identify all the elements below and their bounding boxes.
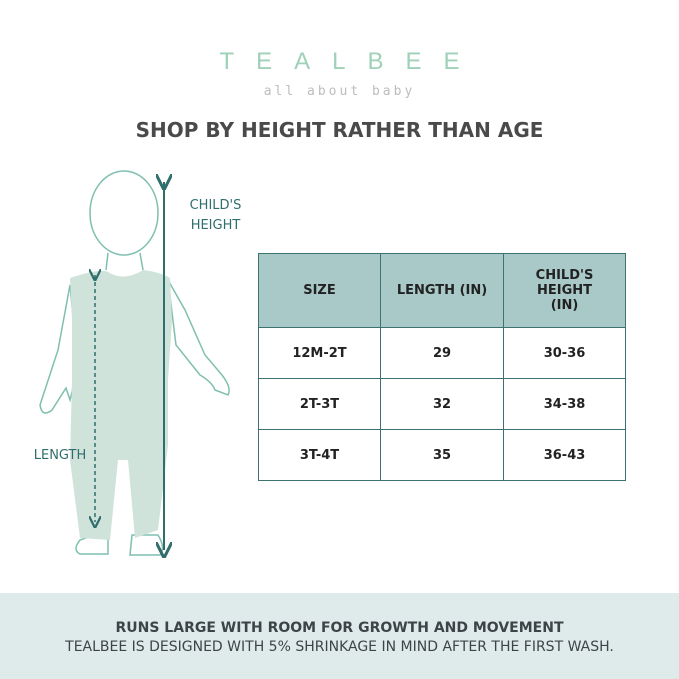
child-outline <box>39 170 230 556</box>
romper-shape <box>70 270 172 540</box>
logo-tagline: all about baby <box>263 84 416 99</box>
table-row: 12M-2T 29 30-36 <box>258 327 626 379</box>
cell-height: 34-38 <box>503 378 626 430</box>
cell-height: 30-36 <box>503 327 626 379</box>
header-length: LENGTH (IN) <box>380 253 504 328</box>
cell-length: 32 <box>380 378 504 430</box>
cell-length: 29 <box>380 327 504 379</box>
size-chart-table: SIZE LENGTH (IN) CHILD'S HEIGHT (IN) 12M… <box>258 253 626 481</box>
header-size: SIZE <box>258 253 381 328</box>
cell-size: 3T-4T <box>258 429 381 481</box>
page-title: SHOP BY HEIGHT RATHER THAN AGE <box>135 118 544 142</box>
table-row: 2T-3T 32 34-38 <box>258 378 626 430</box>
cell-height: 36-43 <box>503 429 626 481</box>
footer-banner: RUNS LARGE WITH ROOM FOR GROWTH AND MOVE… <box>0 593 679 679</box>
cell-size: 2T-3T <box>258 378 381 430</box>
table-row: 3T-4T 35 36-43 <box>258 429 626 481</box>
length-label: LENGTH <box>33 448 87 463</box>
cell-length: 35 <box>380 429 504 481</box>
footer-headline: RUNS LARGE WITH ROOM FOR GROWTH AND MOVE… <box>115 620 564 636</box>
cell-size: 12M-2T <box>258 327 381 379</box>
header-child-height: CHILD'S HEIGHT (IN) <box>503 253 626 328</box>
brand-logo: TEALBEE all about baby <box>0 48 679 99</box>
table-header-row: SIZE LENGTH (IN) CHILD'S HEIGHT (IN) <box>258 253 626 328</box>
footer-note: TEALBEE IS DESIGNED WITH 5% SHRINKAGE IN… <box>65 639 614 655</box>
child-figure-illustration <box>39 170 230 570</box>
logo-wordmark: TEALBEE <box>219 48 482 75</box>
child-height-label: CHILD'S HEIGHT <box>189 198 242 233</box>
